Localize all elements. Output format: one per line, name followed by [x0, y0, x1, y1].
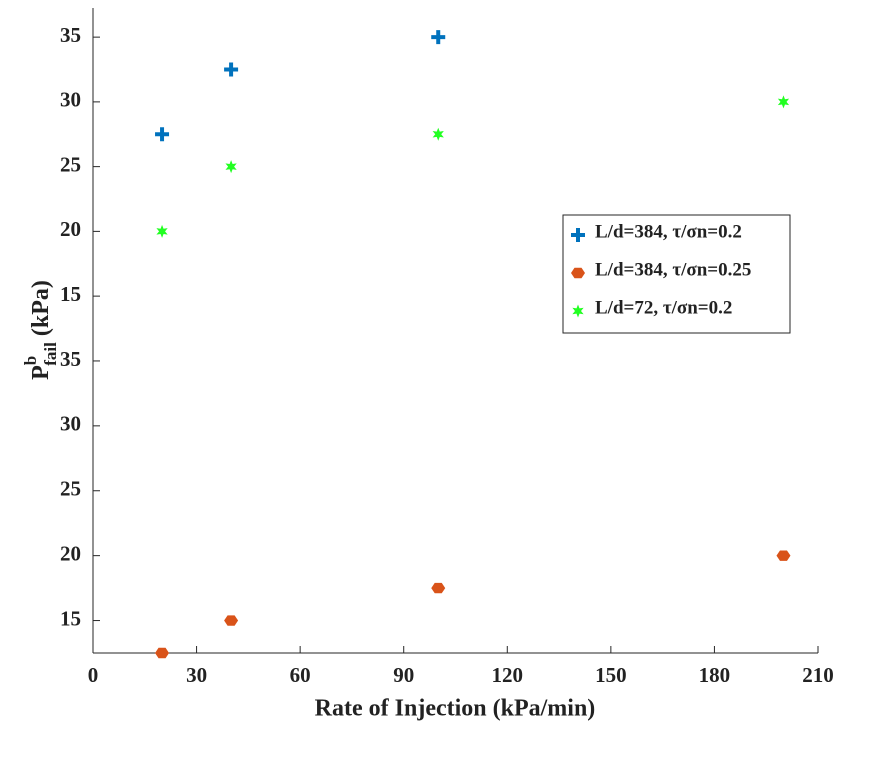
legend-box: [562, 214, 791, 334]
legend-label: L/d=384, τ/σn=0.2: [595, 221, 742, 242]
marker-hexagon: [776, 550, 791, 561]
marker-hexagon: [571, 267, 585, 279]
y-label-sub: fail: [41, 342, 60, 366]
y-label-sup: b: [21, 356, 40, 365]
marker-star: [156, 224, 168, 238]
marker-star: [432, 127, 444, 141]
y-tick-label: 20: [60, 541, 81, 565]
legend-label: L/d=384, τ/σn=0.25: [595, 259, 751, 280]
y-tick-label: 35: [60, 347, 81, 371]
marker-star: [572, 304, 584, 318]
x-tick-label: 210: [802, 663, 834, 687]
y-tick-label: 20: [60, 217, 81, 241]
y-tick-label: 30: [60, 412, 81, 436]
x-tick-label: 150: [595, 663, 627, 687]
x-tick-label: 0: [88, 663, 99, 687]
x-tick-label: 90: [393, 663, 414, 687]
marker-hexagon: [155, 647, 170, 659]
y-tick-label: 35: [60, 23, 81, 47]
x-tick-label: 60: [290, 663, 311, 687]
x-axis-title: Rate of Injection (kPa/min): [315, 696, 596, 722]
marker-hexagon: [431, 582, 446, 594]
y-label-unit: (kPa): [28, 280, 54, 336]
y-label-main: P: [28, 365, 54, 380]
y-axis-title: Pbfail (kPa): [21, 280, 60, 380]
y-tick-label: 15: [60, 282, 81, 306]
x-tick-label: 180: [699, 663, 731, 687]
marker-plus: [571, 228, 585, 242]
y-tick-label: 30: [60, 88, 81, 112]
marker-plus: [224, 62, 239, 77]
marker-star: [225, 160, 237, 174]
marker-star: [777, 95, 790, 109]
marker-plus: [155, 127, 170, 142]
legend-label: L/d=72, τ/σn=0.2: [595, 297, 732, 318]
marker-plus: [431, 30, 446, 45]
x-tick-label: 120: [492, 663, 524, 687]
marker-hexagon: [224, 615, 239, 626]
x-tick-label: 30: [186, 663, 207, 687]
y-tick-label: 25: [60, 152, 81, 176]
y-tick-label: 15: [60, 606, 81, 630]
y-tick-label: 25: [60, 477, 81, 501]
